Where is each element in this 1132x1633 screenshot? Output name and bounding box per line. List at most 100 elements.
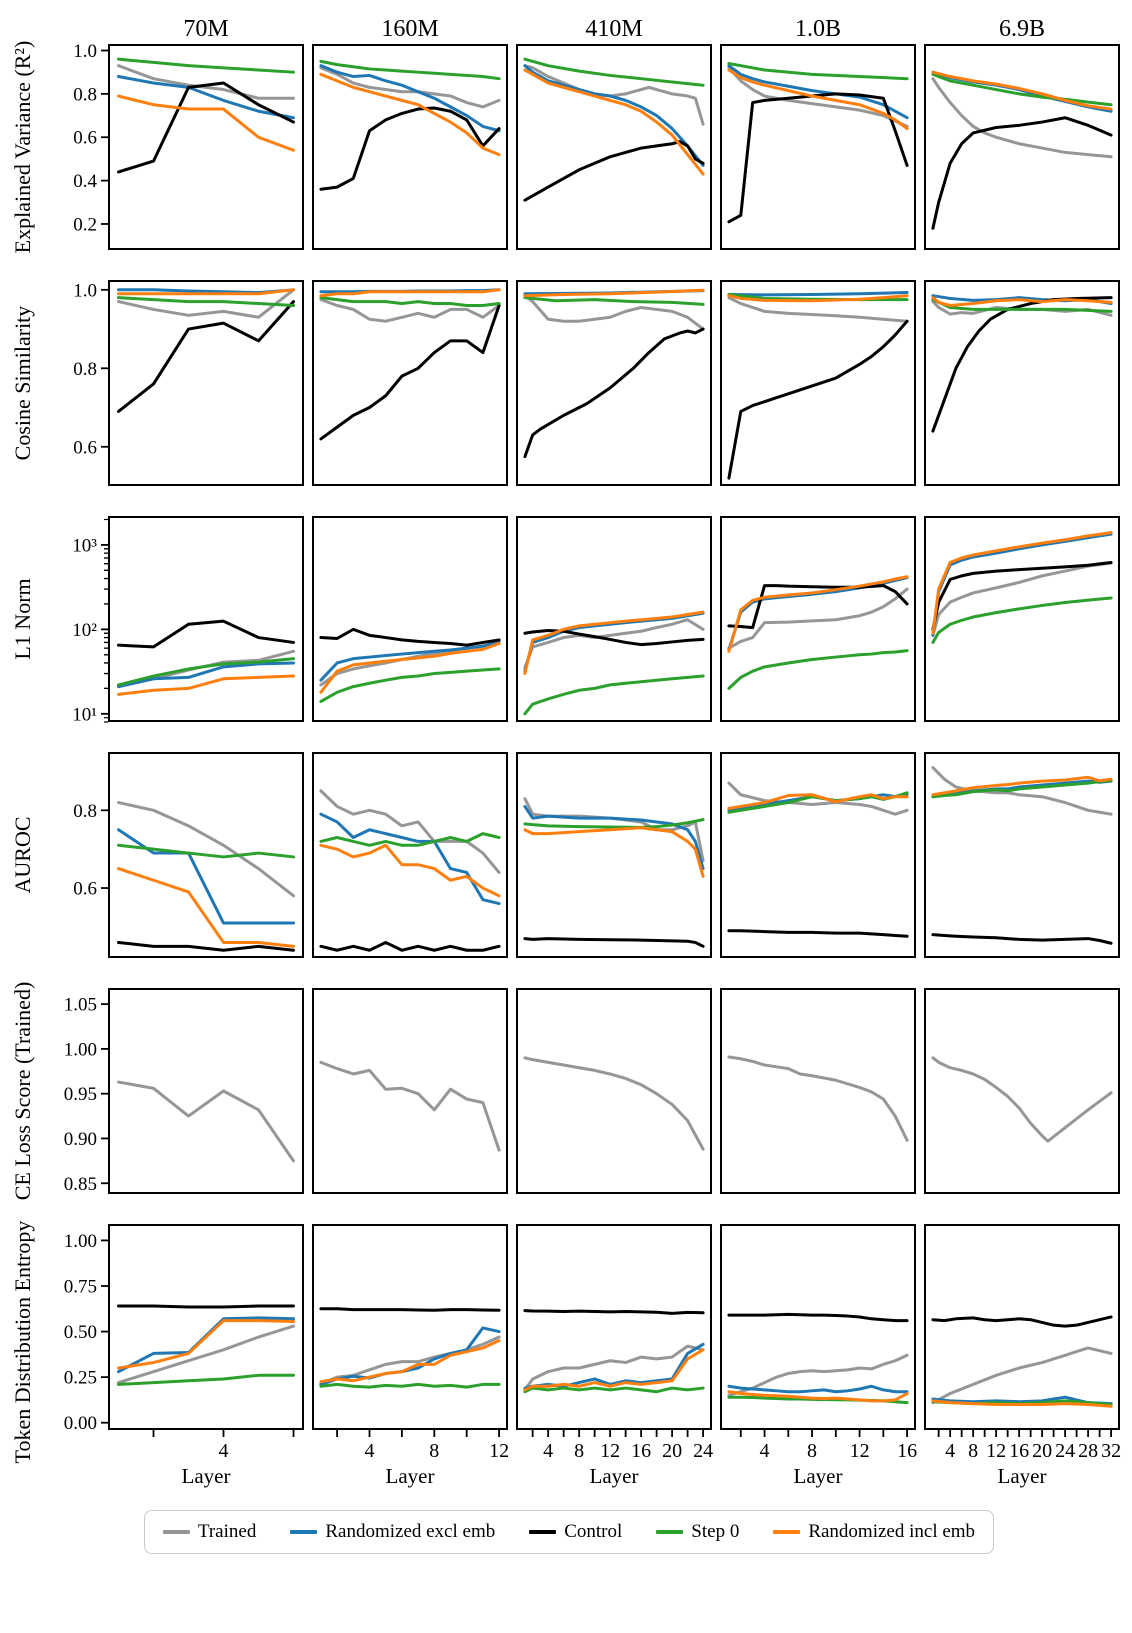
legend-line-swatch-icon [656, 1530, 684, 1534]
series-line-control [319, 627, 501, 647]
legend: Trained Randomized excl emb Control Step 0 R… [143, 1510, 995, 1554]
x-tick-label: 12 [850, 1440, 870, 1462]
subplot-r1-c3 [720, 280, 916, 486]
series-line-randomized-incl-emb [727, 68, 909, 131]
subplot-r1-c2 [516, 280, 712, 486]
series-line-trained [523, 1344, 705, 1392]
y-tick-label: 0.6 [73, 879, 97, 900]
series-line-randomized-excl-emb [319, 639, 501, 682]
legend-line-swatch-icon [773, 1530, 801, 1534]
y-tick-label: 1.05 [64, 995, 97, 1016]
x-tick-label: 4 [219, 1440, 229, 1462]
series-line-step-0 [727, 62, 909, 81]
series-line-randomized-incl-emb [117, 1319, 295, 1370]
x-tick-label: 28 [1078, 1440, 1098, 1462]
subplot-r4-c2 [516, 988, 712, 1194]
series-line-randomized-incl-emb [319, 1339, 501, 1384]
series-line-trained [523, 64, 705, 126]
series-line-trained [523, 618, 705, 670]
x-tick-label: 20 [1032, 1440, 1052, 1462]
x-tick-label: 4 [945, 1440, 955, 1462]
x-tick-label: 32 [1101, 1440, 1121, 1462]
subplot-r0-c0: 0.2 0.4 0.6 0.8 1.0 [73, 41, 304, 250]
chart-row-5: Token Distribution Entropy 0.00 0.25 0.50 0.… [6, 1221, 1132, 1464]
x-axis-title-col-0: Layer [181, 1464, 231, 1488]
series-line-control [319, 304, 501, 441]
legend-line-swatch-icon [290, 1530, 318, 1534]
y-tick-label: 0.6 [73, 128, 97, 149]
x-tick-label: 8 [968, 1440, 978, 1462]
subplot-r1-c4 [924, 280, 1120, 486]
series-line-trained [931, 766, 1113, 816]
x-tick-label: 16 [631, 1440, 651, 1462]
column-title-160M: 160M [381, 15, 439, 42]
x-tick-label: 12 [489, 1440, 509, 1462]
subplot-r5-c2: 4 8 12 16 20 24 [516, 1224, 713, 1462]
figure-multipanel-line-grid: 70M 160M 410M 1.0B 6.9B Explained Variance (… [6, 15, 1132, 1554]
chart-row-1: Cosine Similarity 0.6 0.8 1.0 [6, 280, 1132, 486]
series-line-trained [931, 1346, 1113, 1405]
x-tick-label: 8 [807, 1440, 817, 1462]
y-axis-label-row-1: Cosine Similarity [10, 305, 35, 461]
series-line-randomized-excl-emb [727, 1384, 909, 1394]
series-line-trained [117, 1080, 295, 1163]
legend-label: Control [564, 1521, 623, 1542]
series-line-randomized-incl-emb [523, 68, 705, 176]
series-line-trained [931, 77, 1113, 159]
subplot-r3-c0: 0.6 0.8 [73, 752, 304, 958]
y-tick-label: 0.2 [73, 214, 97, 235]
y-tick-label: 1.0 [73, 41, 97, 62]
series-line-control [931, 933, 1113, 945]
series-line-trained [117, 288, 295, 319]
series-line-randomized-incl-emb [319, 72, 501, 157]
column-title-70M: 70M [183, 15, 229, 42]
series-line-control [727, 929, 909, 938]
x-axis-title-col-1: Layer [385, 1464, 435, 1488]
series-line-randomized-incl-emb [319, 642, 501, 694]
subplot-r0-c1 [312, 44, 508, 250]
series-line-trained [727, 1353, 909, 1397]
legend-item-randomized-incl-emb: Randomized incl emb [773, 1521, 975, 1543]
series-line-trained [727, 66, 909, 128]
subplot-r3-c3 [720, 752, 916, 958]
subplot-r3-c1 [312, 752, 508, 958]
subplot-r1-c1 [312, 280, 508, 486]
series-line-control [931, 296, 1113, 433]
series-line-randomized-excl-emb [117, 661, 295, 689]
legend-wrap: Trained Randomized excl emb Control Step 0 R… [6, 1510, 1132, 1554]
series-line-randomized-incl-emb [319, 843, 501, 898]
x-axis-title-col-2: Layer [589, 1464, 639, 1488]
series-line-randomized-incl-emb [931, 1399, 1113, 1408]
subplot-r5-c0: 0.00 0.25 0.50 0.75 1.00 4 [64, 1224, 304, 1462]
y-axis-label-row-4: CE Loss Score (Trained) [10, 981, 35, 1201]
series-line-randomized-incl-emb [727, 1390, 909, 1403]
subplot-r4-c4 [924, 988, 1120, 1194]
series-line-step-0 [523, 674, 705, 716]
legend-item-randomized-excl-emb: Randomized excl emb [290, 1521, 495, 1543]
series-line-control [523, 628, 705, 647]
y-tick-label: 1.00 [64, 1039, 97, 1060]
legend-label: Trained [197, 1521, 257, 1542]
subplot-r0-c4 [924, 44, 1120, 250]
x-tick-label: 4 [760, 1440, 770, 1462]
series-line-trained [727, 1055, 909, 1142]
series-line-step-0 [117, 57, 295, 74]
series-line-step-0 [523, 1386, 705, 1394]
series-line-step-0 [319, 832, 501, 847]
y-tick-label: 0.25 [64, 1368, 97, 1389]
series-line-trained [319, 789, 501, 874]
series-line-step-0 [117, 296, 295, 307]
subplot-r2-c3 [720, 516, 916, 722]
series-line-randomized-incl-emb [727, 793, 909, 810]
series-line-step-0 [117, 1373, 295, 1386]
y-tick-label: 0.8 [73, 359, 97, 380]
x-tick-label: 12 [986, 1440, 1006, 1462]
series-line-trained [727, 296, 909, 323]
series-line-randomized-incl-emb [727, 575, 909, 653]
series-line-randomized-excl-emb [319, 812, 501, 906]
series-line-control [319, 940, 501, 952]
series-line-randomized-excl-emb [523, 804, 705, 871]
legend-item-step-0: Step 0 [656, 1521, 739, 1543]
subplot-grid: Explained Variance (R²) 0.2 0.4 0.6 0.8 1.0 Co… [6, 41, 1132, 1464]
chart-row-4: CE Loss Score (Trained) 0.85 0.90 0.95 1.00 1… [6, 981, 1132, 1201]
